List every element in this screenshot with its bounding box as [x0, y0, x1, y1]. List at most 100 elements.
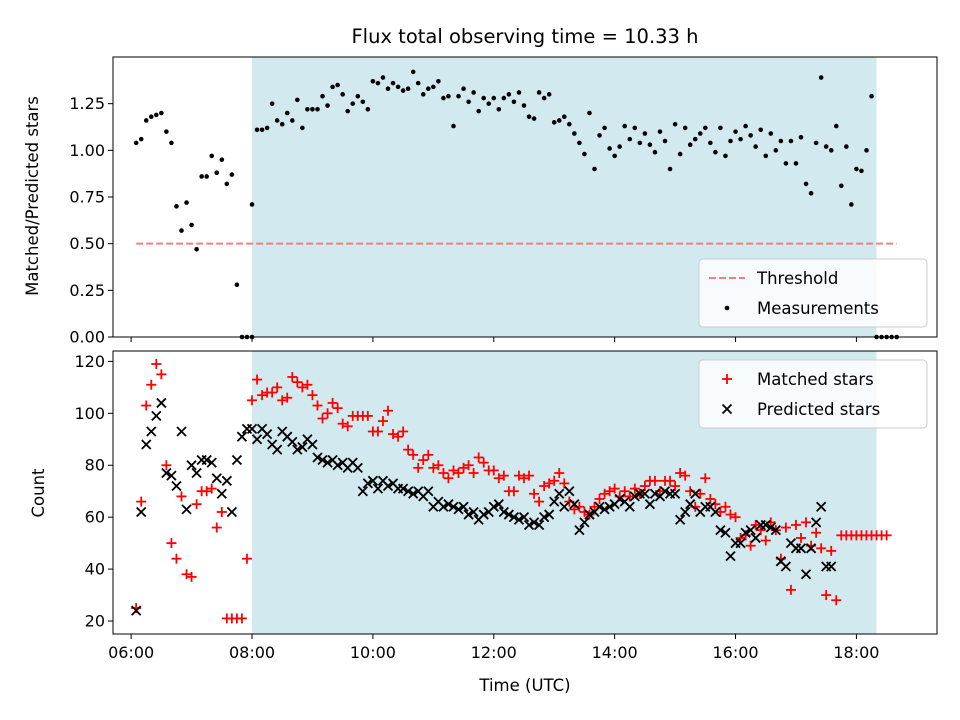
matched-star-marker	[665, 475, 676, 486]
predicted-star-marker	[186, 460, 197, 471]
measurement-point	[295, 97, 300, 103]
measurement-point	[159, 110, 164, 116]
matched-star-marker	[433, 460, 444, 471]
measurement-point	[491, 95, 497, 101]
predicted-star-marker	[397, 483, 409, 494]
matched-star-marker	[312, 400, 323, 411]
predicted-star-marker	[246, 423, 258, 435]
measurement-point	[718, 125, 723, 131]
measurement-point	[788, 138, 794, 144]
matched-star-marker	[559, 478, 570, 489]
measurement-point	[748, 133, 753, 138]
predicted-star-marker	[201, 454, 212, 466]
matched-star-marker	[780, 522, 791, 533]
matched-star-marker	[201, 486, 212, 497]
predicted-star-marker	[795, 543, 807, 554]
bottom-y-axis-label: Count	[29, 468, 48, 518]
measurement-point	[839, 183, 844, 189]
predicted-star-marker	[216, 488, 227, 499]
measurement-point	[536, 90, 542, 95]
measurement-point	[652, 149, 658, 155]
matched-star-marker	[428, 462, 439, 473]
predicted-star-marker	[513, 514, 525, 525]
matched-star-marker	[488, 465, 499, 476]
matched-star-marker	[423, 449, 434, 460]
legend: Threshold Measurements	[698, 258, 928, 328]
matched-star-marker	[811, 527, 822, 538]
legend-label: Predicted stars	[757, 400, 880, 419]
measurement-point	[672, 121, 678, 127]
predicted-star-marker	[826, 561, 837, 572]
measurement-point	[778, 138, 784, 144]
predicted-star-marker	[146, 426, 157, 437]
measurement-point	[466, 99, 471, 105]
matched-star-marker	[473, 452, 484, 463]
measurement-point	[682, 125, 688, 131]
matched-star-marker	[539, 481, 550, 492]
legend-box	[698, 359, 928, 429]
matched-star-marker	[247, 395, 258, 406]
predicted-star-marker	[745, 525, 756, 536]
measurement-point	[728, 138, 733, 144]
predicted-star-marker	[549, 496, 560, 507]
measurement-point	[148, 114, 154, 120]
predicted-star-marker	[629, 491, 640, 502]
predicted-star-marker	[710, 506, 721, 518]
matched-star-marker	[680, 470, 691, 481]
measurement-point	[713, 149, 718, 155]
predicted-star-marker	[584, 509, 595, 520]
matched-star-marker	[287, 371, 298, 382]
predicted-star-marker	[458, 501, 469, 512]
y-tick-label: 0.75	[69, 188, 105, 207]
measurement-point	[823, 144, 829, 149]
predicted-star-marker	[322, 457, 333, 468]
predicted-star-marker	[332, 460, 343, 471]
measurement-point	[526, 114, 532, 120]
predicted-star-marker	[720, 527, 731, 538]
bottom-panel-counts: Count 20 40 60 80 100 120 06:00 08:00 10:00 12:00…	[29, 350, 938, 662]
measurement-point	[390, 80, 396, 86]
predicted-star-marker	[156, 397, 167, 409]
matched-star-marker	[831, 595, 842, 606]
measurement-point	[592, 166, 597, 172]
predicted-star-marker	[498, 506, 509, 518]
predicted-star-marker	[680, 506, 691, 518]
matched-star-marker	[342, 421, 353, 432]
matched-star-marker	[322, 408, 333, 419]
legend-label: Threshold	[756, 269, 838, 288]
measurement-point	[360, 99, 366, 105]
measurement-point	[224, 181, 230, 187]
measurement-point	[662, 138, 668, 144]
predicted-star-marker	[800, 569, 812, 580]
matched-star-marker	[594, 493, 605, 504]
measurement-point	[164, 129, 169, 134]
x-tick-label: 16:00	[712, 643, 758, 662]
predicted-star-marker	[261, 428, 273, 440]
measurement-point	[587, 110, 592, 116]
matched-star-marker	[317, 413, 328, 424]
predicted-star-marker	[443, 499, 454, 510]
predicted-star-marker	[131, 605, 142, 616]
matched-star-marker	[327, 397, 338, 408]
measurement-point	[612, 153, 617, 159]
matched-star-marker	[453, 468, 464, 479]
matched-star-marker	[569, 504, 580, 515]
matched-star-marker	[181, 569, 192, 580]
matched-star-marker	[186, 571, 197, 582]
matched-star-marker	[796, 532, 807, 543]
measurement-point	[345, 108, 351, 114]
matched-star-marker	[161, 460, 172, 471]
y-tick-label: 40	[85, 560, 105, 579]
measurement-point	[199, 174, 204, 179]
measurement-point	[254, 127, 260, 133]
measurement-point	[602, 125, 607, 131]
matched-star-marker	[760, 535, 771, 546]
matched-star-marker	[750, 519, 761, 530]
predicted-star-marker	[760, 519, 771, 531]
legend-predicted-swatch	[721, 403, 733, 415]
predicted-star-marker	[539, 512, 550, 523]
chart-title: Flux total observing time = 10.33 h	[351, 25, 698, 48]
x-tick-label: 14:00	[592, 643, 638, 662]
measurement-point	[773, 148, 779, 153]
measurement-point	[637, 140, 643, 146]
